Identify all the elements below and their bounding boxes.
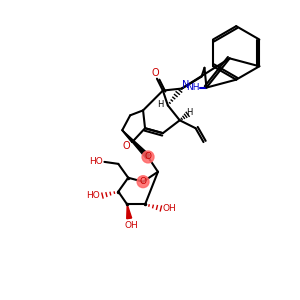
Text: NH: NH <box>186 83 200 92</box>
Circle shape <box>142 151 154 163</box>
Text: HO: HO <box>88 158 102 166</box>
Text: O: O <box>145 152 152 161</box>
Text: O: O <box>140 177 147 186</box>
Circle shape <box>137 176 149 188</box>
Text: OH: OH <box>124 221 138 230</box>
Text: O: O <box>151 68 159 78</box>
Text: H: H <box>186 108 193 117</box>
Polygon shape <box>122 130 150 159</box>
Text: OH: OH <box>163 204 177 213</box>
Polygon shape <box>127 205 132 219</box>
Text: O: O <box>122 141 130 151</box>
Text: N: N <box>182 80 189 90</box>
Text: HO: HO <box>86 191 99 200</box>
Text: H: H <box>157 100 163 109</box>
